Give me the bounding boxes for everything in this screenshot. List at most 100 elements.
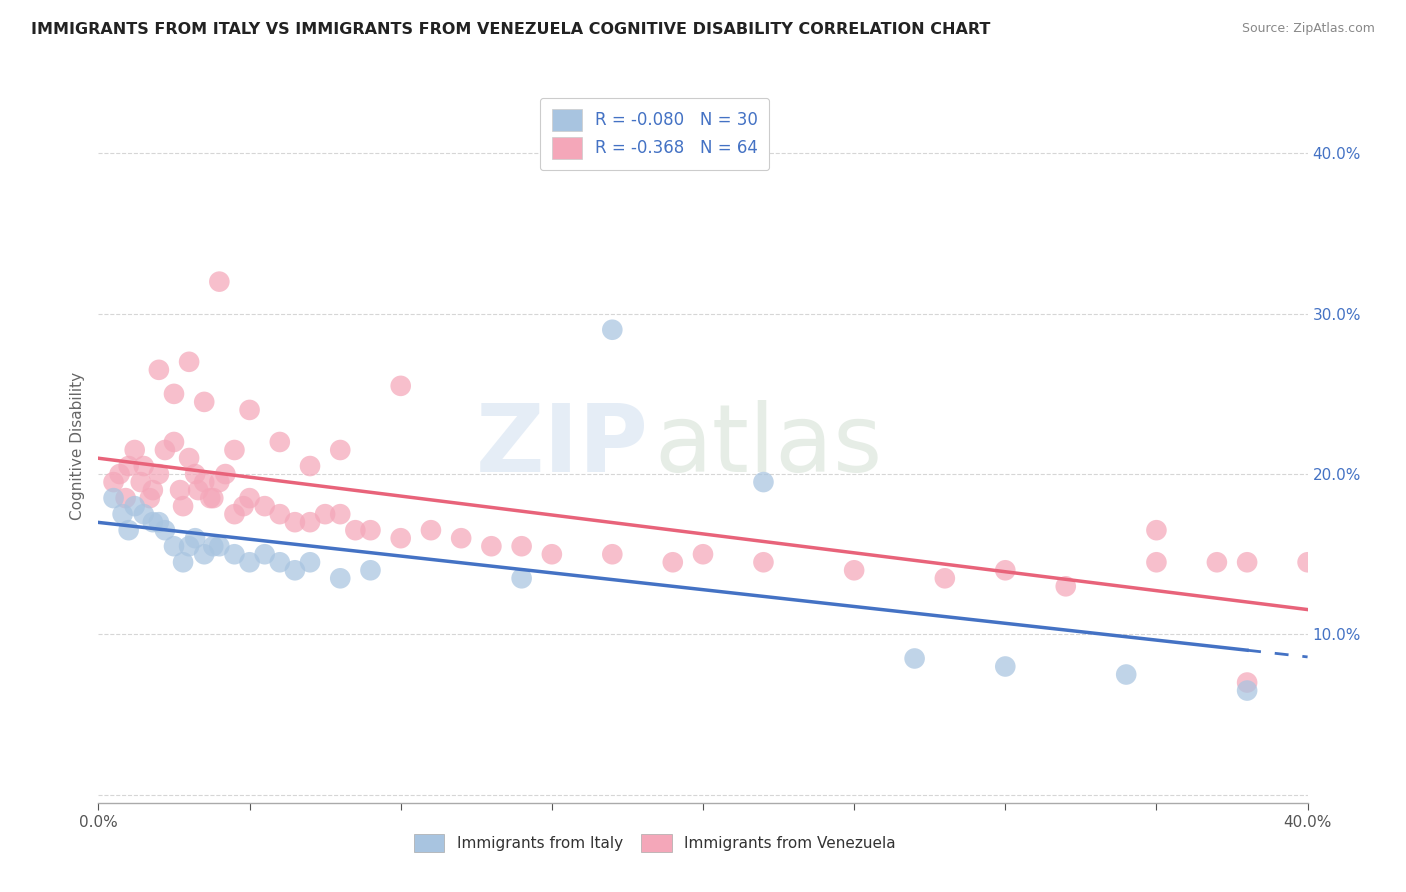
Point bbox=[163, 539, 186, 553]
Point bbox=[118, 523, 141, 537]
Point bbox=[661, 555, 683, 569]
Point bbox=[1115, 667, 1137, 681]
Point bbox=[232, 499, 254, 513]
Y-axis label: Cognitive Disability: Cognitive Disability bbox=[69, 372, 84, 520]
Point bbox=[129, 475, 152, 489]
Point bbox=[1296, 555, 1319, 569]
Point bbox=[124, 442, 146, 457]
Text: IMMIGRANTS FROM ITALY VS IMMIGRANTS FROM VENEZUELA COGNITIVE DISABILITY CORRELAT: IMMIGRANTS FROM ITALY VS IMMIGRANTS FROM… bbox=[31, 22, 990, 37]
Point bbox=[269, 435, 291, 450]
Point bbox=[224, 442, 246, 457]
Point bbox=[1236, 683, 1258, 698]
Point bbox=[1144, 555, 1167, 569]
Point bbox=[1206, 555, 1229, 569]
Point bbox=[540, 547, 562, 561]
Point bbox=[299, 515, 322, 529]
Point bbox=[179, 539, 201, 553]
Point bbox=[314, 507, 336, 521]
Point bbox=[224, 507, 246, 521]
Point bbox=[602, 323, 624, 337]
Point bbox=[510, 571, 533, 585]
Point bbox=[994, 563, 1017, 577]
Point bbox=[481, 539, 503, 553]
Point bbox=[360, 523, 382, 537]
Point bbox=[118, 458, 141, 473]
Point bbox=[172, 499, 194, 513]
Point bbox=[692, 547, 714, 561]
Point bbox=[239, 403, 262, 417]
Point bbox=[269, 555, 291, 569]
Point bbox=[202, 539, 225, 553]
Point bbox=[184, 467, 207, 481]
Point bbox=[111, 507, 134, 521]
Point bbox=[284, 515, 307, 529]
Point bbox=[1054, 579, 1077, 593]
Point bbox=[1236, 555, 1258, 569]
Point bbox=[904, 651, 927, 665]
Point bbox=[193, 547, 215, 561]
Legend: Immigrants from Italy, Immigrants from Venezuela: Immigrants from Italy, Immigrants from V… bbox=[406, 827, 903, 859]
Point bbox=[269, 507, 291, 521]
Point bbox=[184, 531, 207, 545]
Point bbox=[169, 483, 191, 497]
Point bbox=[103, 475, 125, 489]
Point bbox=[142, 515, 165, 529]
Point bbox=[208, 275, 231, 289]
Point bbox=[193, 475, 215, 489]
Point bbox=[450, 531, 472, 545]
Point bbox=[187, 483, 209, 497]
Text: atlas: atlas bbox=[655, 400, 883, 492]
Point bbox=[253, 547, 276, 561]
Point bbox=[844, 563, 866, 577]
Point bbox=[179, 355, 201, 369]
Point bbox=[344, 523, 367, 537]
Point bbox=[360, 563, 382, 577]
Point bbox=[239, 491, 262, 505]
Point bbox=[253, 499, 276, 513]
Point bbox=[148, 363, 170, 377]
Point bbox=[153, 523, 176, 537]
Point bbox=[148, 467, 170, 481]
Point bbox=[132, 458, 155, 473]
Point bbox=[510, 539, 533, 553]
Point bbox=[163, 387, 186, 401]
Point bbox=[389, 379, 412, 393]
Point bbox=[179, 450, 201, 465]
Point bbox=[994, 659, 1017, 673]
Point bbox=[208, 539, 231, 553]
Point bbox=[1144, 523, 1167, 537]
Point bbox=[602, 547, 624, 561]
Point bbox=[329, 442, 352, 457]
Point bbox=[420, 523, 443, 537]
Point bbox=[299, 458, 322, 473]
Point bbox=[329, 507, 352, 521]
Point bbox=[148, 515, 170, 529]
Point bbox=[132, 507, 155, 521]
Point bbox=[284, 563, 307, 577]
Point bbox=[1236, 675, 1258, 690]
Point bbox=[329, 571, 352, 585]
Point bbox=[214, 467, 236, 481]
Point bbox=[114, 491, 136, 505]
Point bbox=[239, 555, 262, 569]
Text: ZIP: ZIP bbox=[475, 400, 648, 492]
Point bbox=[752, 475, 775, 489]
Point bbox=[200, 491, 222, 505]
Point bbox=[163, 435, 186, 450]
Point bbox=[124, 499, 146, 513]
Point bbox=[153, 442, 176, 457]
Point bbox=[142, 483, 165, 497]
Point bbox=[389, 531, 412, 545]
Point bbox=[202, 491, 225, 505]
Point bbox=[299, 555, 322, 569]
Point bbox=[172, 555, 194, 569]
Point bbox=[934, 571, 956, 585]
Point bbox=[108, 467, 131, 481]
Point bbox=[139, 491, 162, 505]
Point bbox=[193, 395, 215, 409]
Point bbox=[208, 475, 231, 489]
Text: Source: ZipAtlas.com: Source: ZipAtlas.com bbox=[1241, 22, 1375, 36]
Point bbox=[752, 555, 775, 569]
Point bbox=[224, 547, 246, 561]
Point bbox=[103, 491, 125, 505]
